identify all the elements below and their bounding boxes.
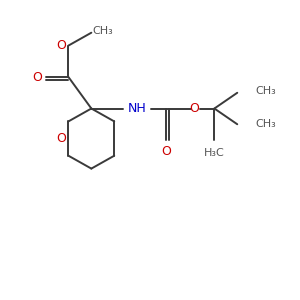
Text: O: O	[56, 132, 66, 145]
Text: CH₃: CH₃	[256, 86, 277, 96]
Text: O: O	[56, 39, 66, 52]
Text: NH: NH	[128, 102, 146, 115]
Text: H₃C: H₃C	[204, 148, 225, 158]
Text: O: O	[161, 145, 171, 158]
Text: O: O	[189, 102, 199, 115]
Text: CH₃: CH₃	[256, 119, 277, 129]
Text: O: O	[32, 70, 42, 83]
Text: CH₃: CH₃	[92, 26, 113, 36]
